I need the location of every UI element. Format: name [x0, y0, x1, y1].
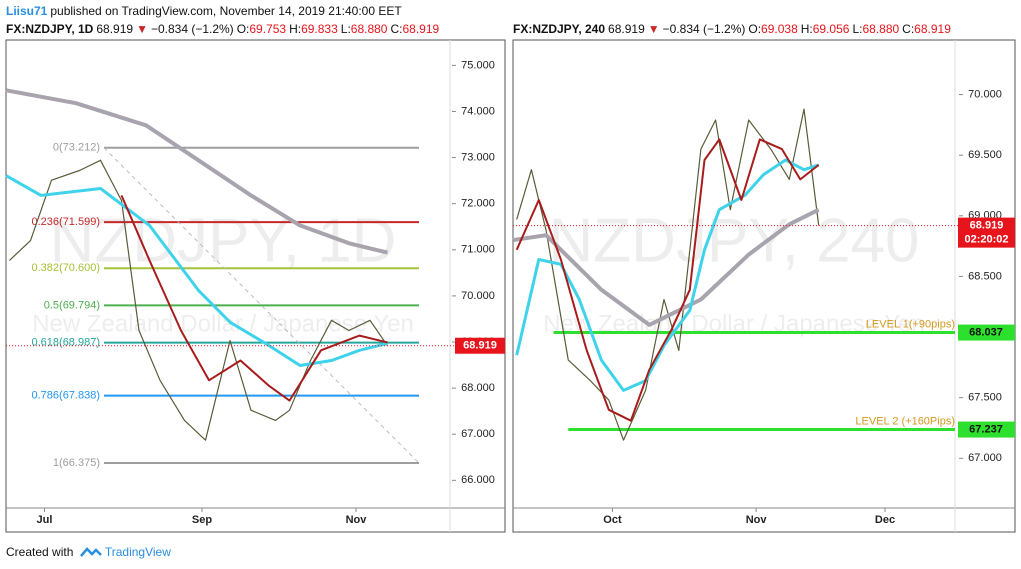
series-line	[5, 174, 388, 367]
down-arrow: ▼	[136, 22, 148, 36]
ohlc-value: 68.880	[350, 22, 388, 36]
created-with: Created with	[6, 545, 74, 559]
y-tick-label: 67.000	[461, 428, 495, 440]
ohlc-value: 69.056	[812, 22, 850, 36]
level-tag-label: 68.037	[969, 326, 1003, 338]
ohlc-key: L:	[852, 22, 863, 36]
symbol: FX:NZDJPY, 240	[513, 22, 606, 36]
level-label: 0.618(68.987)	[32, 337, 101, 349]
y-tick-label: 67.500	[968, 392, 1002, 404]
level-label: 0.236(71.599)	[32, 216, 101, 228]
series-line	[120, 195, 388, 402]
y-tick-label: 68.000	[461, 382, 495, 394]
x-tick-label: Nov	[746, 514, 768, 526]
x-tick-label: Dec	[875, 514, 895, 526]
ohlc-key: O:	[748, 22, 762, 36]
level-label: 1(66.375)	[53, 457, 100, 469]
symbol-legend: FX:NZDJPY, 1D 68.919 ▼ −0.834 (−1.2%) O:69.7…	[6, 22, 442, 36]
ohlc-key: C:	[902, 22, 915, 36]
ohlc-value: 69.038	[761, 22, 798, 36]
panel-frame	[5, 39, 506, 533]
ohlc-value: 68.880	[862, 22, 900, 36]
series-line	[515, 138, 820, 422]
header: Liisu71 published on TradingView.com, Nov…	[6, 4, 405, 18]
level-label: 0.5(69.794)	[44, 299, 100, 311]
ohlc-value: 68.919	[402, 22, 440, 36]
published: published on TradingView.com, November 1…	[50, 4, 402, 18]
last: 68.919	[96, 22, 134, 36]
ohlc-key: L:	[340, 22, 351, 36]
y-tick-label: 75.000	[461, 59, 495, 71]
last-price-label: 68.919	[970, 220, 1004, 232]
level-label: LEVEL 1(+90pips)	[866, 318, 955, 330]
last-price-label: 68.919	[463, 340, 497, 352]
trend-line	[103, 147, 420, 464]
ohlc-key: O:	[236, 22, 250, 36]
panel-frame	[512, 39, 1016, 533]
ohlc-value: 69.833	[301, 22, 338, 36]
level-tag	[958, 421, 1015, 438]
y-tick-label: 74.000	[461, 105, 495, 117]
change: −0.834 (−1.2%)	[662, 22, 746, 36]
level-label: 0.382(70.600)	[32, 262, 101, 274]
y-tick-label: 70.000	[968, 88, 1002, 100]
y-tick-label: 66.000	[461, 474, 495, 486]
level-tag	[958, 324, 1015, 341]
symbol-legend: FX:NZDJPY, 240 68.919 ▼ −0.834 (−1.2%) O:69.…	[513, 22, 954, 36]
ohlc-value: 69.753	[249, 22, 287, 36]
brand[interactable]: TradingView	[104, 545, 171, 559]
x-tick-label: Sep	[192, 514, 212, 526]
level-label: LEVEL 2 (+160Pips)	[855, 415, 955, 427]
level-label: 0.786(67.838)	[32, 389, 101, 401]
series-line	[5, 88, 388, 255]
x-tick-label: Nov	[346, 514, 368, 526]
x-tick-label: Jul	[37, 514, 53, 526]
y-tick-label: 71.000	[461, 244, 495, 256]
down-arrow: ▼	[647, 22, 660, 36]
series-line	[515, 158, 820, 392]
y-tick-label: 69.500	[968, 149, 1002, 161]
y-tick-label: 72.000	[461, 198, 495, 210]
y-tick-label: 73.000	[461, 151, 495, 163]
watermark: NZDJPY, 240	[548, 206, 919, 275]
author[interactable]: Liisu71	[6, 4, 48, 18]
series-line	[9, 159, 388, 441]
ohlc-value: 68.919	[914, 22, 951, 36]
logo	[79, 547, 102, 557]
last: 68.919	[608, 22, 645, 36]
y-tick-label: 67.000	[968, 452, 1002, 464]
countdown: 02:20:02	[964, 234, 1008, 246]
last-price-tag	[958, 217, 1015, 248]
y-tick-label: 70.000	[461, 290, 495, 302]
ohlc-key: H:	[289, 22, 302, 36]
level-label: 0(73.212)	[53, 142, 100, 154]
ohlc-key: H:	[800, 22, 813, 36]
ohlc-key: C:	[390, 22, 403, 36]
footer: Created with TradingView	[6, 544, 174, 559]
change: −0.834 (−1.2%)	[150, 22, 234, 36]
series-line	[516, 108, 820, 441]
y-tick-label: 68.500	[968, 270, 1002, 282]
level-tag-label: 67.237	[969, 423, 1003, 435]
x-tick-label: Oct	[603, 514, 622, 526]
symbol: FX:NZDJPY, 1D	[6, 22, 94, 36]
last-price-tag	[455, 337, 505, 354]
